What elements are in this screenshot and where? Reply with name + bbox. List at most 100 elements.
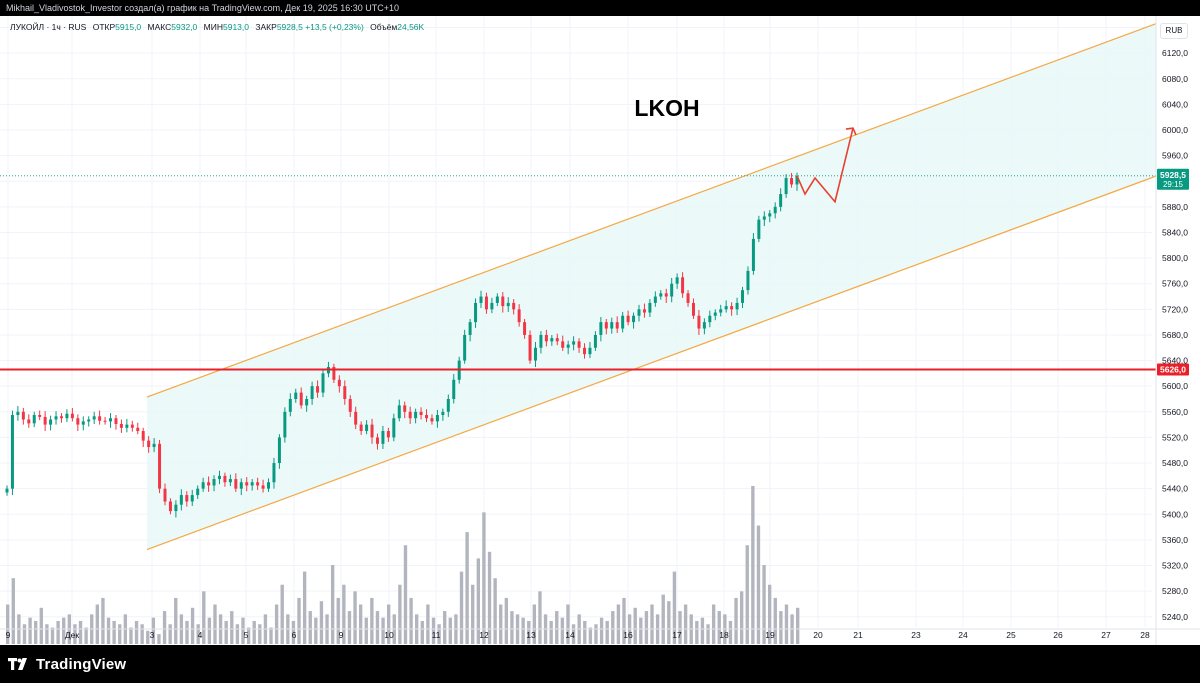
- candle: [267, 478, 271, 492]
- volume-bar: [101, 597, 105, 644]
- y-tick-label: 5560,0: [1162, 407, 1188, 417]
- candle: [277, 434, 281, 469]
- candle-body: [735, 302, 739, 310]
- candle: [539, 331, 543, 354]
- last-price-badge-bg: [1157, 168, 1189, 190]
- chart-frame[interactable]: 6160,06120,06080,06040,06000,05960,05920…: [0, 16, 1200, 645]
- candle: [446, 394, 450, 417]
- candle-body: [566, 344, 570, 348]
- candle: [713, 309, 717, 321]
- candle-body: [610, 322, 614, 329]
- candle-body: [588, 347, 592, 355]
- y-tick-label: 5320,0: [1162, 561, 1188, 571]
- volume-bar: [571, 624, 576, 644]
- candle-body: [16, 411, 20, 416]
- candle: [632, 312, 636, 329]
- candle-body: [27, 419, 31, 424]
- volume-bar: [230, 611, 234, 644]
- x-tick-label: 23: [911, 630, 921, 640]
- candle: [550, 334, 554, 346]
- last-price-value: 5928,5: [1160, 170, 1186, 180]
- candle-body: [490, 302, 494, 310]
- candle-body: [354, 411, 358, 425]
- candle-body: [642, 309, 646, 313]
- channel-lower-line: [146, 175, 1157, 551]
- candle-body: [370, 424, 374, 438]
- ohlc-legend: ЛУКОЙЛ · 1ч · RUS ОТКР5915,0 МАКС5932,0 …: [10, 22, 424, 32]
- candle: [386, 427, 390, 442]
- candle-body: [310, 386, 314, 399]
- volume-bar: [314, 617, 318, 644]
- tradingview-logo[interactable]: TradingView: [8, 656, 126, 673]
- currency-button[interactable]: RUB: [1160, 23, 1188, 39]
- candle-body: [365, 424, 369, 432]
- volume-bar: [246, 627, 251, 644]
- volume-bar: [448, 617, 452, 644]
- candle-body: [441, 411, 445, 416]
- candle-body: [414, 411, 418, 419]
- y-tick-label: 5840,0: [1162, 227, 1188, 237]
- candle-body: [43, 416, 47, 425]
- candle: [724, 300, 728, 313]
- volume-bar: [767, 584, 772, 644]
- x-tick-label: 16: [623, 630, 633, 640]
- projection-arrow: [796, 127, 854, 204]
- candle: [27, 414, 31, 428]
- volume-bar: [146, 630, 150, 644]
- legend-high: 5932,0: [171, 22, 198, 32]
- candle-body: [174, 504, 178, 512]
- candle-body: [92, 416, 96, 420]
- candle: [190, 489, 194, 506]
- candle-body: [98, 416, 102, 421]
- candle-body: [495, 296, 499, 303]
- volume-bar: [683, 604, 688, 644]
- volume-bar: [151, 617, 156, 644]
- candle: [762, 211, 766, 227]
- volume-bar: [28, 617, 32, 644]
- candle-body: [223, 475, 227, 483]
- volume-bar: [403, 545, 408, 644]
- tradingview-brand: TradingView: [36, 655, 127, 673]
- legend-open: 5915,0: [115, 22, 142, 32]
- candle: [337, 375, 341, 393]
- y-tick-label: 5800,0: [1162, 253, 1188, 263]
- candle-body: [392, 418, 396, 438]
- volume-bar: [420, 620, 424, 644]
- candle-body: [125, 424, 129, 428]
- candle-body: [65, 413, 69, 419]
- legend-change: +13,5 (+0,23%): [305, 22, 364, 32]
- y-tick-label: 5680,0: [1162, 330, 1188, 340]
- candle: [288, 393, 292, 417]
- candle: [670, 277, 674, 303]
- candle-body: [686, 293, 690, 303]
- candle-body: [533, 347, 537, 361]
- volume-bar: [118, 624, 122, 644]
- candle: [773, 202, 777, 219]
- candle-body: [207, 482, 211, 486]
- price-chart[interactable]: 6160,06120,06080,06040,06000,05960,05920…: [0, 16, 1200, 645]
- volume-bar: [532, 604, 537, 644]
- candle-body: [539, 334, 543, 348]
- volume-bars: [6, 486, 800, 644]
- candle: [272, 457, 276, 489]
- x-tick-label: Дек: [65, 630, 79, 640]
- volume-bar: [106, 617, 111, 644]
- candle: [343, 380, 347, 405]
- candle: [790, 172, 794, 188]
- candle-body: [648, 302, 652, 313]
- volume-bar: [504, 597, 509, 644]
- volume-bar: [84, 627, 88, 644]
- candle: [114, 415, 118, 430]
- candle: [615, 316, 619, 334]
- candle-body: [403, 405, 407, 412]
- axes: 6160,06120,06080,06040,06000,05960,05920…: [0, 16, 1200, 645]
- candle-body: [321, 373, 325, 393]
- candle-body: [468, 322, 472, 335]
- volume-bar: [751, 486, 755, 644]
- y-tick-label: 5280,0: [1162, 586, 1188, 596]
- candle-body: [452, 379, 456, 399]
- volume-bar: [476, 558, 480, 644]
- candle: [283, 407, 287, 443]
- volume-bar: [241, 617, 245, 644]
- candle: [245, 477, 249, 492]
